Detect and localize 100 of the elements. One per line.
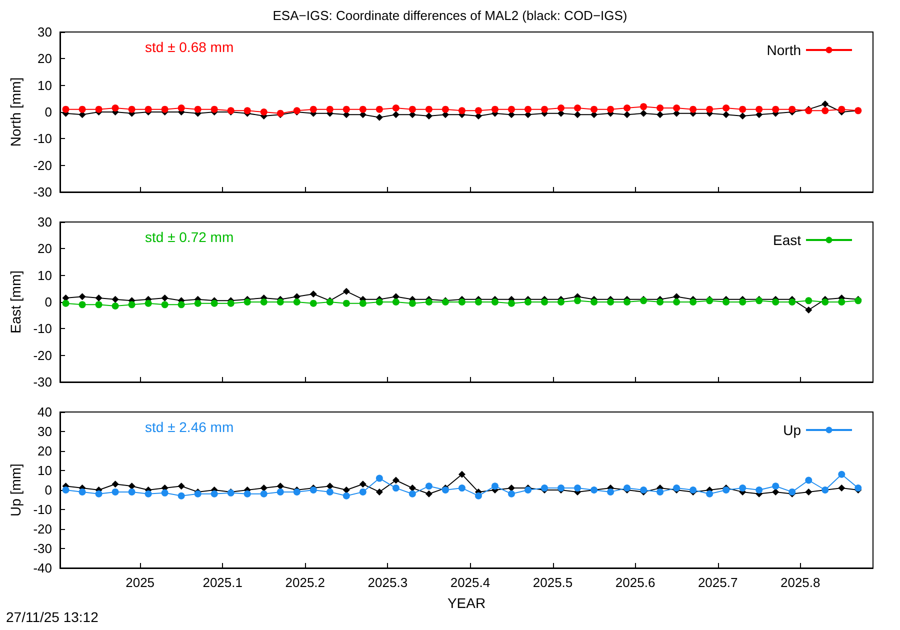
point (491, 298, 498, 306)
x-tick-label: 2025.2 (285, 575, 326, 590)
point (838, 484, 846, 492)
point (607, 488, 614, 496)
y-tick-label: -40 (33, 560, 52, 576)
point (474, 492, 482, 500)
point (474, 107, 482, 114)
point (425, 490, 432, 498)
point (260, 490, 268, 498)
point (376, 106, 383, 113)
point (326, 488, 334, 496)
point (458, 298, 466, 306)
chart-title: ESA−IGS: Coordinate differences of MAL2 (black: COD−IGS) (272, 8, 628, 23)
point (227, 300, 234, 307)
point (112, 104, 119, 112)
point (178, 492, 185, 500)
point (310, 290, 317, 298)
point (425, 106, 432, 113)
point (425, 298, 432, 306)
point (342, 492, 350, 500)
point (788, 106, 796, 113)
point (822, 107, 829, 114)
point (359, 480, 366, 488)
point (788, 298, 796, 306)
y-tick-label: 30 (38, 214, 52, 230)
point (392, 104, 400, 112)
point (574, 484, 582, 492)
point (772, 106, 780, 113)
point (408, 490, 416, 498)
y-axis-title: Up [mm] (7, 464, 24, 516)
point (756, 106, 763, 113)
point (656, 488, 664, 496)
text: 27/11/25 13:12 (6, 609, 99, 625)
point (310, 106, 317, 113)
y-tick-label: -20 (33, 522, 52, 536)
point (178, 482, 185, 490)
point (112, 488, 119, 496)
point (144, 106, 152, 113)
y-axis-title: North [mm] (7, 77, 24, 147)
point (805, 476, 812, 484)
point (260, 108, 268, 116)
y-tick-label: -30 (33, 184, 52, 200)
point (673, 104, 680, 112)
point (95, 294, 102, 302)
point (458, 107, 466, 114)
point (276, 488, 284, 496)
x-tick-label: 2025.1 (202, 575, 242, 590)
point (656, 104, 664, 112)
point (78, 301, 86, 308)
point (359, 488, 366, 496)
point (458, 484, 466, 492)
point (458, 470, 466, 478)
x-tick-label: 2025.7 (698, 575, 738, 590)
y-tick-label: 0 (44, 294, 52, 310)
point (772, 298, 780, 306)
point (260, 298, 268, 306)
point (541, 106, 548, 113)
point (244, 107, 251, 114)
point (276, 482, 284, 490)
point (408, 300, 416, 307)
point (194, 300, 202, 307)
y-tick-label: -20 (33, 158, 52, 173)
point (161, 106, 168, 113)
point (425, 112, 432, 120)
point (541, 298, 548, 306)
point (128, 482, 136, 490)
point (690, 106, 697, 113)
point (656, 111, 664, 118)
point (78, 293, 86, 300)
point (112, 302, 119, 310)
legend-label: North (766, 42, 801, 58)
annotation: std ± 0.72 mm (145, 229, 234, 245)
point (574, 111, 582, 118)
y-tick-label: 30 (38, 424, 52, 439)
point (656, 298, 664, 306)
legend-label: East (772, 232, 802, 248)
point (194, 106, 202, 113)
point (293, 298, 300, 306)
y-tick-label: 20 (38, 241, 52, 256)
point (838, 106, 846, 113)
point (178, 301, 185, 308)
point (607, 298, 614, 306)
y-tick-label: -20 (33, 348, 52, 363)
point (474, 112, 482, 120)
point (722, 298, 730, 306)
y-tick-label: 10 (38, 78, 52, 93)
point (342, 288, 350, 295)
point (95, 106, 102, 113)
point (244, 490, 251, 498)
y-tick-label: -10 (33, 321, 52, 336)
y-tick-label: 10 (38, 268, 52, 283)
point (805, 297, 812, 304)
point (838, 298, 846, 306)
point (62, 300, 70, 307)
point (62, 486, 70, 494)
point (95, 490, 102, 498)
point (161, 301, 168, 308)
point (624, 104, 631, 112)
point (524, 298, 532, 306)
y-tick-label: 10 (38, 463, 52, 478)
